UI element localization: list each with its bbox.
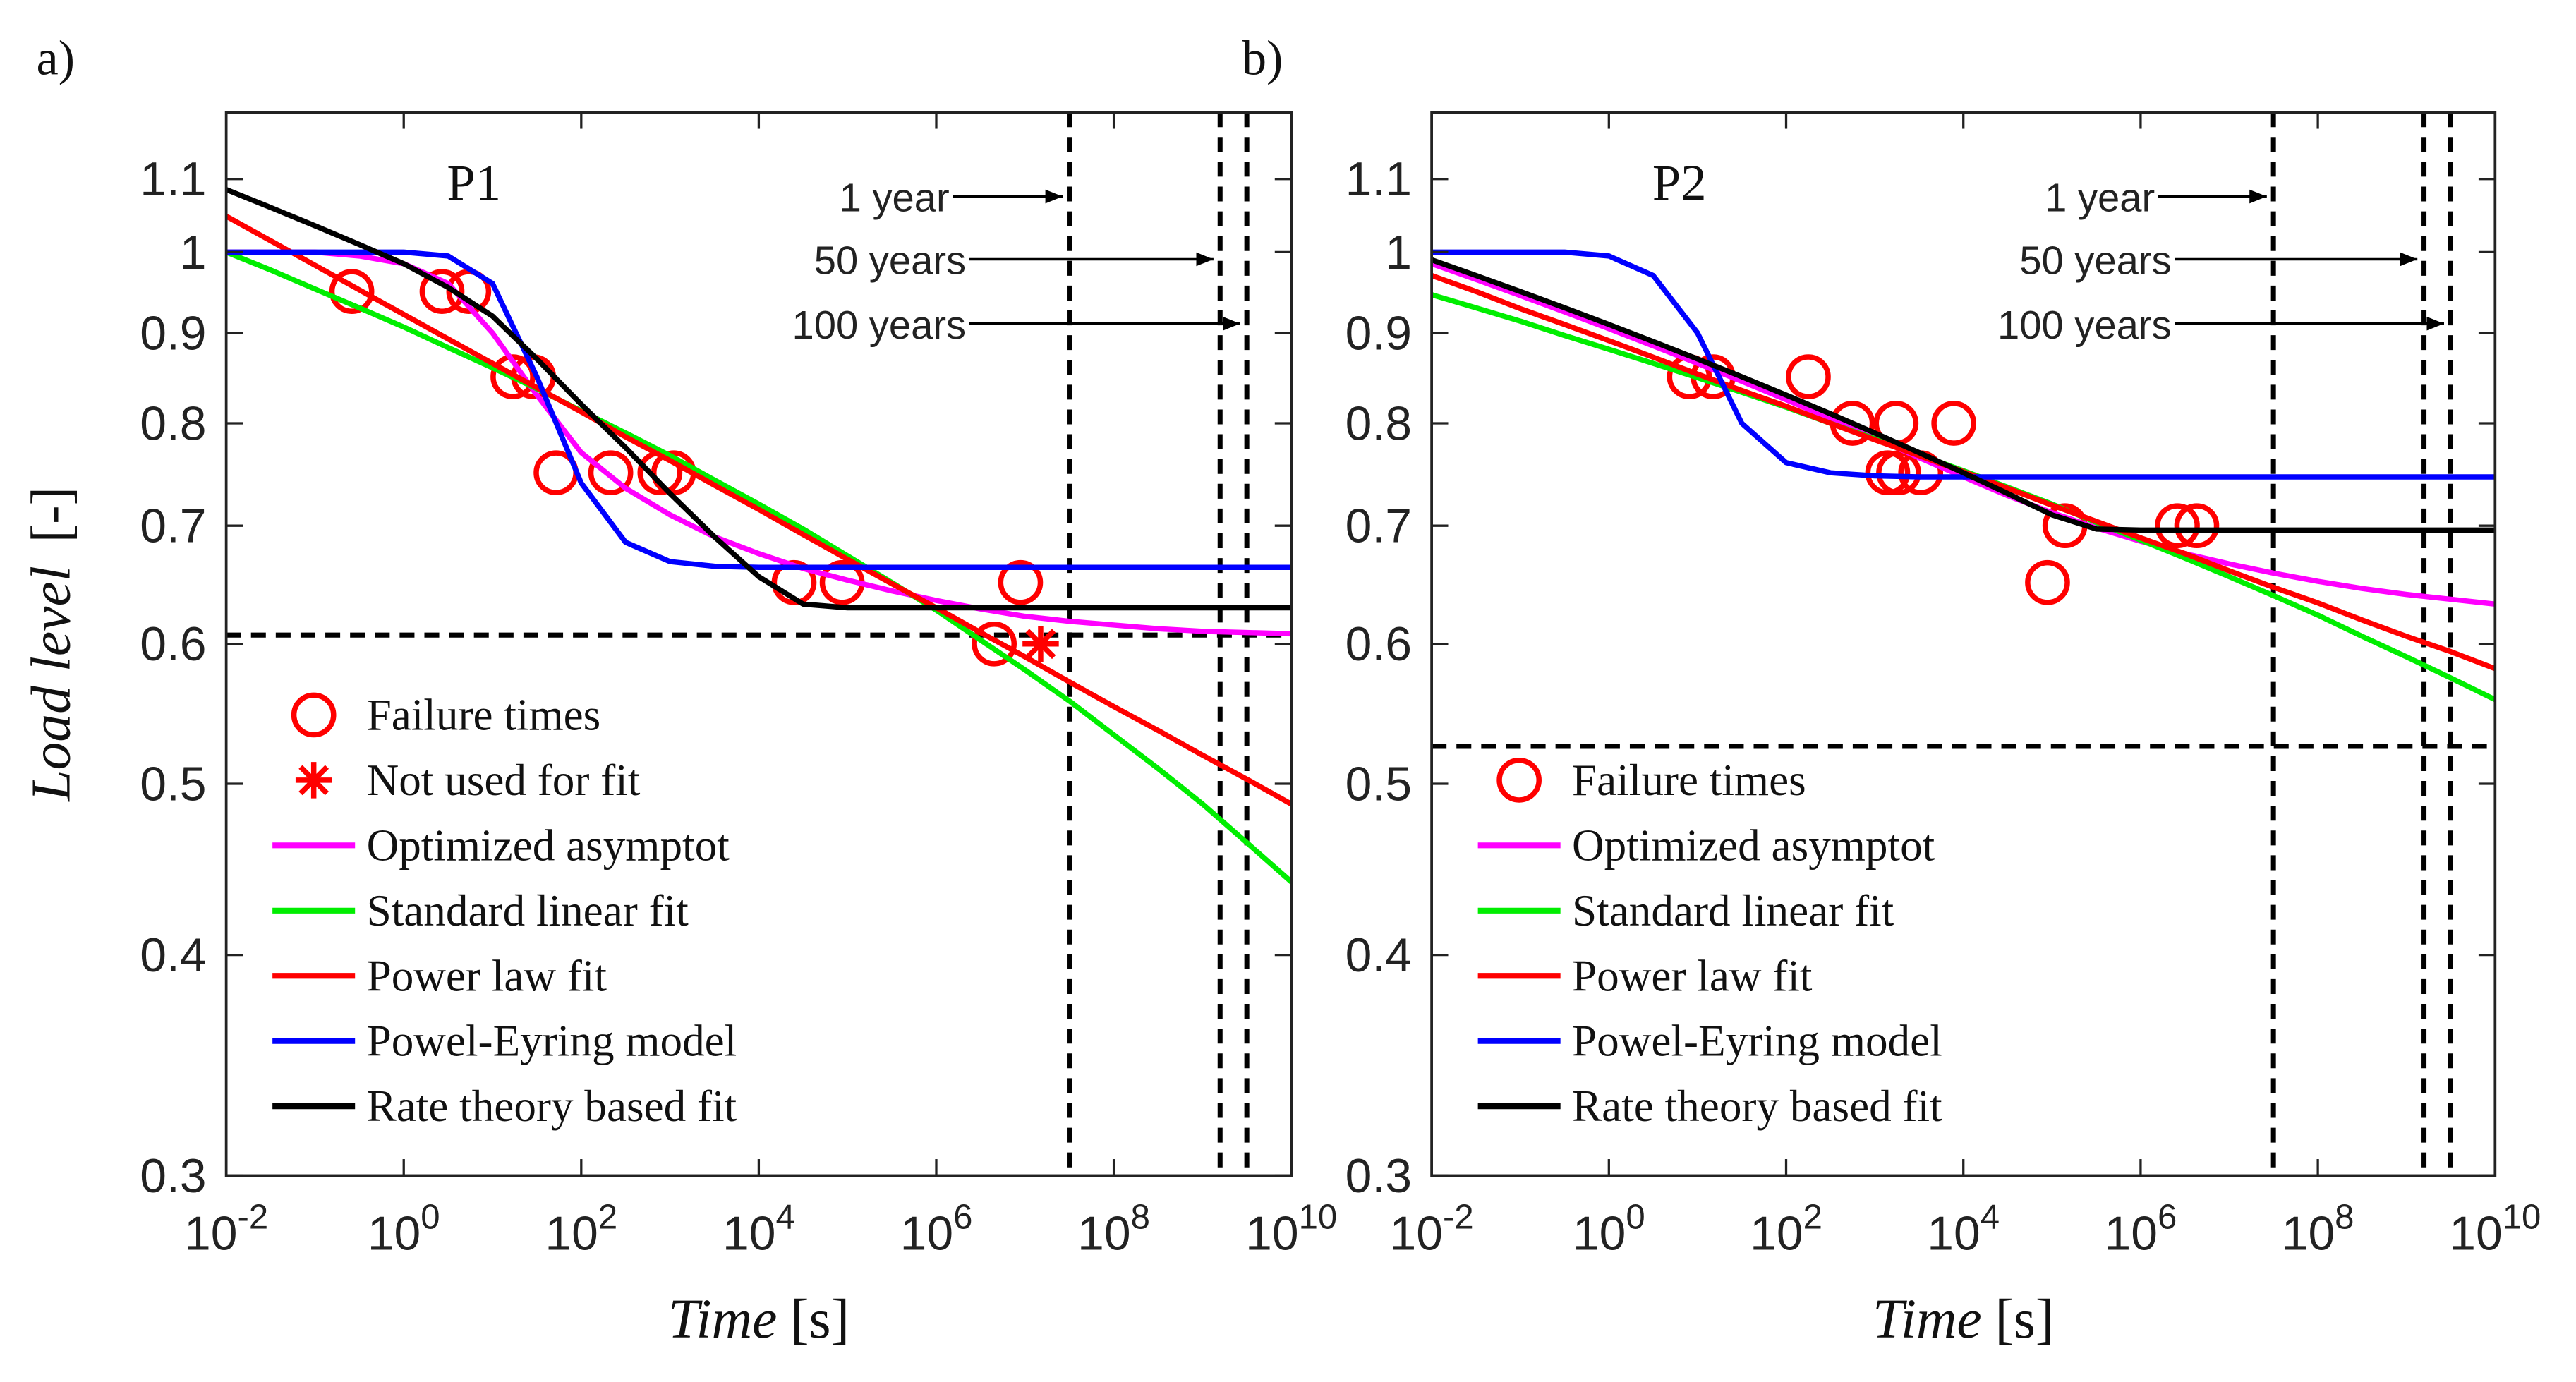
legend-label: Powel-Eyring model bbox=[367, 1017, 737, 1066]
failure-point bbox=[588, 450, 634, 496]
legend-symbol bbox=[295, 762, 332, 799]
x-tick-label: 102 bbox=[545, 1198, 617, 1260]
failure-point bbox=[2155, 503, 2200, 549]
annotation: 100 years bbox=[1997, 303, 2172, 347]
x-axis-label: Time [s] bbox=[668, 1288, 849, 1350]
legend-label: Not used for fit bbox=[367, 756, 641, 805]
y-tick-label: 0.4 bbox=[1346, 929, 1412, 982]
legend-symbol bbox=[291, 692, 337, 738]
fit-curve bbox=[226, 214, 1292, 806]
y-tick-label: 1.1 bbox=[140, 153, 206, 206]
annotation: 50 years bbox=[2019, 238, 2171, 283]
legend-label: Optimized asymptot bbox=[367, 820, 730, 870]
fit-curve bbox=[226, 249, 1292, 570]
y-tick-label: 1.1 bbox=[1346, 153, 1412, 206]
plot-area bbox=[226, 112, 1292, 1176]
y-tick-label: 0.8 bbox=[1346, 397, 1412, 450]
y-axis-label-unit: [-] bbox=[20, 487, 82, 543]
x-axis-label-name: Time bbox=[668, 1288, 778, 1350]
y-tick-label: 0.7 bbox=[1346, 500, 1412, 553]
legend-symbol bbox=[1496, 758, 1542, 803]
x-tick-label: 100 bbox=[1573, 1198, 1645, 1260]
legend-label: Rate theory based fit bbox=[1572, 1081, 1942, 1131]
failure-point bbox=[329, 269, 375, 314]
fit-curve bbox=[1432, 249, 2496, 480]
legend-label: Power law fit bbox=[1572, 951, 1813, 1000]
x-tick-label: 10-2 bbox=[184, 1198, 268, 1260]
fit-curve bbox=[1432, 292, 2496, 703]
x-tick-label: 108 bbox=[1077, 1198, 1150, 1260]
x-tick-label: 104 bbox=[722, 1198, 795, 1260]
annotation: 50 years bbox=[814, 238, 966, 283]
x-tick-label: 104 bbox=[1927, 1198, 2000, 1260]
legend-label: Powel-Eyring model bbox=[1572, 1017, 1942, 1066]
failure-point bbox=[1786, 354, 1831, 399]
fit-curve bbox=[1432, 257, 2496, 533]
x-tick-label: 102 bbox=[1750, 1198, 1822, 1260]
panel-title: P2 bbox=[1652, 154, 1707, 211]
fit-curve bbox=[1432, 261, 2496, 607]
legend-label: Rate theory based fit bbox=[367, 1081, 737, 1131]
failure-point bbox=[2025, 559, 2070, 605]
failure-point bbox=[972, 621, 1017, 667]
y-tick-label: 0.6 bbox=[140, 618, 206, 671]
x-axis-label-unit: [s] bbox=[1995, 1288, 2054, 1350]
y-axis-label: Load level [-] bbox=[20, 487, 82, 802]
y-tick-label: 0.5 bbox=[140, 758, 206, 811]
y-tick-label: 0.3 bbox=[1346, 1150, 1412, 1203]
y-tick-label: 0.9 bbox=[140, 307, 206, 360]
excluded-point bbox=[1022, 626, 1059, 662]
x-tick-label: 10-2 bbox=[1390, 1198, 1474, 1260]
panel-label: b) bbox=[1242, 30, 1283, 85]
failure-point bbox=[1876, 450, 1921, 496]
x-axis-label-name: Time bbox=[1873, 1288, 1982, 1350]
y-tick-label: 1 bbox=[1385, 226, 1412, 279]
legend-label: Standard linear fit bbox=[367, 886, 689, 935]
failure-point bbox=[2174, 503, 2220, 549]
annotation: 1 year bbox=[840, 176, 950, 220]
y-axis-label-name: Load level bbox=[20, 566, 82, 802]
x-tick-label: 106 bbox=[2105, 1198, 2177, 1260]
x-axis-label-unit: [s] bbox=[790, 1288, 849, 1350]
fit-curve bbox=[226, 187, 1292, 611]
y-tick-label: 0.8 bbox=[140, 397, 206, 450]
y-tick-label: 0.7 bbox=[140, 500, 206, 553]
y-tick-label: 1 bbox=[180, 226, 207, 279]
y-tick-label: 0.9 bbox=[1346, 307, 1412, 360]
legend-label: Failure times bbox=[367, 691, 601, 740]
annotation: 100 years bbox=[792, 303, 967, 347]
fit-curve bbox=[226, 249, 1292, 884]
legend-label: Power law fit bbox=[367, 951, 607, 1000]
y-tick-label: 0.6 bbox=[1346, 618, 1412, 671]
x-axis-label: Time [s] bbox=[1873, 1288, 2054, 1350]
x-tick-label: 1010 bbox=[2449, 1198, 2541, 1260]
failure-point bbox=[1931, 401, 1976, 446]
x-tick-label: 108 bbox=[2282, 1198, 2354, 1260]
failure-point bbox=[490, 354, 536, 399]
legend-label: Standard linear fit bbox=[1572, 886, 1894, 935]
y-tick-label: 0.5 bbox=[1346, 758, 1412, 811]
y-tick-label: 0.4 bbox=[140, 929, 206, 982]
x-tick-label: 106 bbox=[900, 1198, 973, 1260]
panel-label: a) bbox=[36, 30, 75, 85]
panel-title: P1 bbox=[447, 154, 501, 211]
x-tick-label: 1010 bbox=[1245, 1198, 1337, 1260]
legend-label: Optimized asymptot bbox=[1572, 820, 1935, 870]
failure-point bbox=[998, 559, 1044, 605]
annotation: 1 year bbox=[2045, 176, 2155, 220]
x-tick-label: 100 bbox=[368, 1198, 440, 1260]
plot-area bbox=[1432, 112, 2496, 1176]
y-tick-label: 0.3 bbox=[140, 1150, 206, 1203]
legend-label: Failure times bbox=[1572, 756, 1806, 805]
failure-point bbox=[419, 269, 465, 314]
